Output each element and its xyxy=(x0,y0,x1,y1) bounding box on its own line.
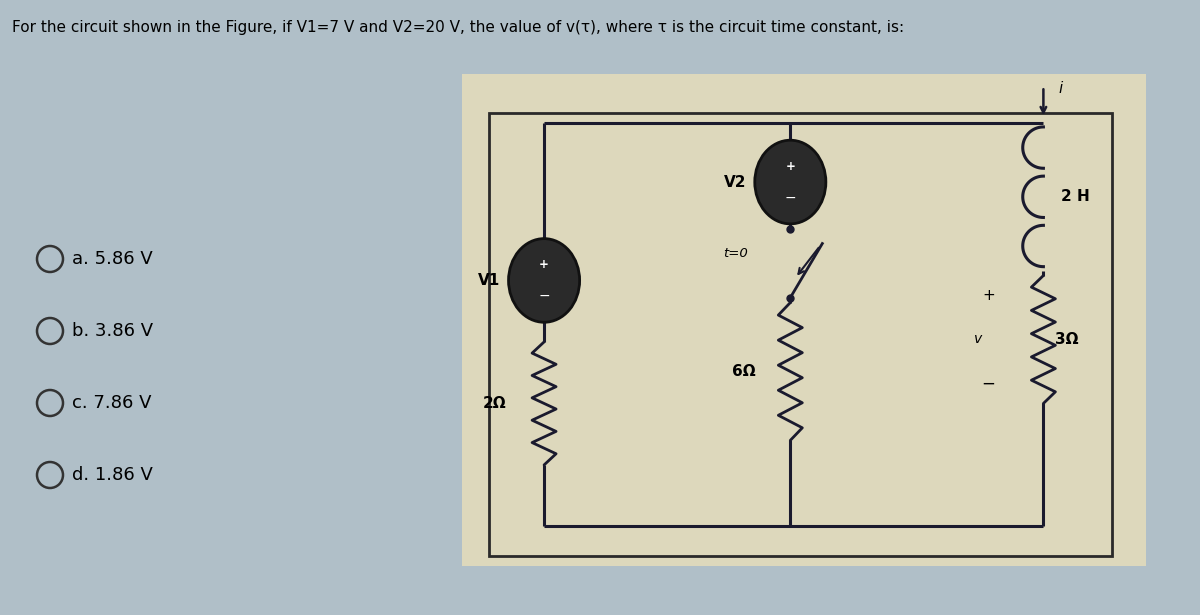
Text: For the circuit shown in the Figure, if V1=7 V and V2=20 V, the value of v(τ), w: For the circuit shown in the Figure, if … xyxy=(12,20,904,35)
Text: t=0: t=0 xyxy=(722,247,748,260)
Text: −: − xyxy=(539,289,550,303)
Text: 2Ω: 2Ω xyxy=(482,396,506,411)
Text: +: + xyxy=(539,258,550,271)
Text: V2: V2 xyxy=(724,175,746,189)
Text: d. 1.86 V: d. 1.86 V xyxy=(72,466,152,484)
Text: 2 H: 2 H xyxy=(1062,189,1090,204)
Text: i: i xyxy=(1058,81,1063,96)
Text: +: + xyxy=(785,160,796,173)
Bar xyxy=(462,74,1146,566)
Text: c. 7.86 V: c. 7.86 V xyxy=(72,394,151,412)
Text: −: − xyxy=(785,191,796,205)
Ellipse shape xyxy=(509,239,580,322)
Text: 6Ω: 6Ω xyxy=(732,364,755,379)
Text: V1: V1 xyxy=(478,273,500,288)
Text: v: v xyxy=(974,333,983,346)
Text: a. 5.86 V: a. 5.86 V xyxy=(72,250,152,268)
Text: 3Ω: 3Ω xyxy=(1056,332,1079,347)
Text: b. 3.86 V: b. 3.86 V xyxy=(72,322,154,340)
Text: −: − xyxy=(982,375,995,393)
Ellipse shape xyxy=(755,140,826,224)
Bar xyxy=(490,113,1112,556)
Text: +: + xyxy=(982,288,995,303)
